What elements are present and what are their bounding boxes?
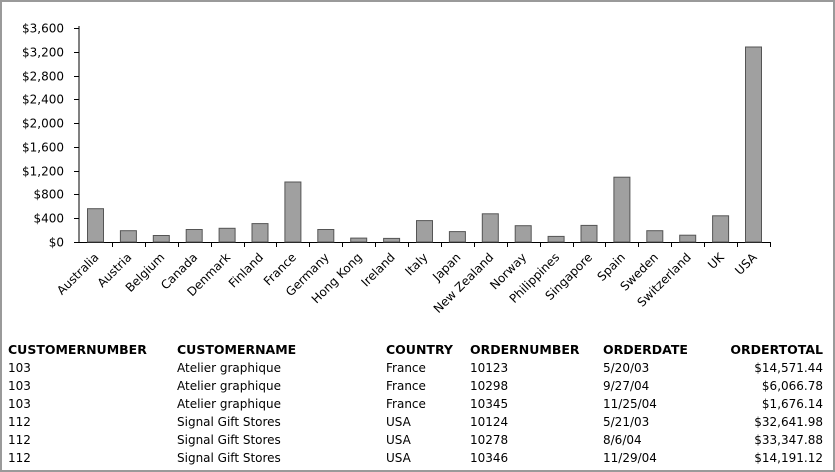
cell-country: France <box>386 379 426 393</box>
y-tick-label: $1,600 <box>22 141 64 155</box>
cell-customernumber: 103 <box>8 361 31 375</box>
cell-ordernumber: 10345 <box>470 397 509 411</box>
bar <box>317 229 335 243</box>
bar <box>712 215 730 243</box>
cell-ordernumber: 10346 <box>470 451 509 465</box>
cell-ordertotal: $1,676.14 <box>761 397 823 411</box>
bar <box>613 176 631 243</box>
x-tick-label: Italy <box>402 250 430 278</box>
x-tick-label: Finland <box>226 250 266 290</box>
header-orderdate: ORDERDATE <box>603 342 688 357</box>
cell-country: France <box>386 397 426 411</box>
bar <box>185 229 203 243</box>
cell-customername: Atelier graphique <box>177 361 281 375</box>
table-row: 103 Atelier graphique France 10298 9/27/… <box>8 377 823 395</box>
y-tick-label: $1,200 <box>22 165 64 179</box>
cell-orderdate: 11/29/04 <box>603 451 657 465</box>
y-tick-label: $2,000 <box>22 117 64 131</box>
bar <box>251 223 269 243</box>
y-tick-label: $0 <box>49 236 64 250</box>
cell-country: USA <box>386 433 411 447</box>
header-customernumber: CUSTOMERNUMBER <box>8 342 147 357</box>
bar <box>218 227 236 243</box>
cell-customername: Signal Gift Stores <box>177 451 281 465</box>
table-row: 112 Signal Gift Stores USA 10278 8/6/04 … <box>8 431 823 449</box>
y-tick-label: $3,600 <box>22 22 64 36</box>
bar <box>580 224 598 243</box>
cell-customernumber: 112 <box>8 415 31 429</box>
bar <box>745 46 762 243</box>
x-tick-label: Ireland <box>358 250 397 289</box>
header-ordertotal: ORDERTOTAL <box>730 342 823 357</box>
cell-ordernumber: 10298 <box>470 379 509 393</box>
header-ordernumber: ORDERNUMBER <box>470 342 580 357</box>
y-tick-label: $800 <box>33 188 64 202</box>
bar <box>87 208 104 243</box>
cell-orderdate: 11/25/04 <box>603 397 657 411</box>
bar <box>679 234 697 243</box>
bar <box>547 235 565 243</box>
bar <box>448 231 466 243</box>
y-tick-label: $3,200 <box>22 46 64 60</box>
cell-country: USA <box>386 451 411 465</box>
x-tick-label: Australia <box>54 250 101 297</box>
y-tick-label: $2,400 <box>22 93 64 107</box>
bar <box>350 237 368 243</box>
table-row: 103 Atelier graphique France 10345 11/25… <box>8 395 823 413</box>
y-tick-label: $400 <box>33 212 64 226</box>
bar <box>284 181 302 243</box>
header-customername: CUSTOMERNAME <box>177 342 297 357</box>
x-tick-label: USA <box>732 250 760 278</box>
cell-ordernumber: 10278 <box>470 433 509 447</box>
y-tick-label: $2,800 <box>22 70 64 84</box>
table-header-row: CUSTOMERNUMBER CUSTOMERNAME COUNTRY ORDE… <box>8 340 823 359</box>
cell-customername: Atelier graphique <box>177 397 281 411</box>
bar <box>152 235 170 243</box>
cell-customernumber: 103 <box>8 379 31 393</box>
cell-customernumber: 112 <box>8 433 31 447</box>
table-row: 112 Signal Gift Stores USA 10346 11/29/0… <box>8 449 823 467</box>
cell-customername: Signal Gift Stores <box>177 433 281 447</box>
cell-ordertotal: $6,066.78 <box>761 379 823 393</box>
orders-table: CUSTOMERNUMBER CUSTOMERNAME COUNTRY ORDE… <box>8 340 823 467</box>
table-row: 103 Atelier graphique France 10123 5/20/… <box>8 359 823 377</box>
cell-country: France <box>386 361 426 375</box>
cell-ordernumber: 10124 <box>470 415 509 429</box>
cell-ordertotal: $14,571.44 <box>754 361 823 375</box>
bar <box>383 237 401 243</box>
cell-customername: Atelier graphique <box>177 379 281 393</box>
cell-ordertotal: $33,347.88 <box>754 433 823 447</box>
cell-ordertotal: $14,191.12 <box>754 451 823 465</box>
header-country: COUNTRY <box>386 342 453 357</box>
x-tick-label: UK <box>705 249 727 271</box>
table-row: 112 Signal Gift Stores USA 10124 5/21/03… <box>8 413 823 431</box>
bar <box>119 230 137 243</box>
bar <box>646 230 664 243</box>
cell-orderdate: 9/27/04 <box>603 379 650 393</box>
bar <box>514 225 532 243</box>
cell-country: USA <box>386 415 411 429</box>
cell-orderdate: 8/6/04 <box>603 433 642 447</box>
cell-orderdate: 5/20/03 <box>603 361 650 375</box>
cell-customernumber: 103 <box>8 397 31 411</box>
cell-orderdate: 5/21/03 <box>603 415 650 429</box>
bar <box>481 213 499 243</box>
cell-customername: Signal Gift Stores <box>177 415 281 429</box>
bar-chart: $0 $400 $800 $1,200 $1,600 $2,000 $2,400 $2,800… <box>22 22 771 316</box>
cell-ordernumber: 10123 <box>470 361 509 375</box>
cell-customernumber: 112 <box>8 451 31 465</box>
bar <box>416 220 433 243</box>
cell-ordertotal: $32,641.98 <box>754 415 823 429</box>
